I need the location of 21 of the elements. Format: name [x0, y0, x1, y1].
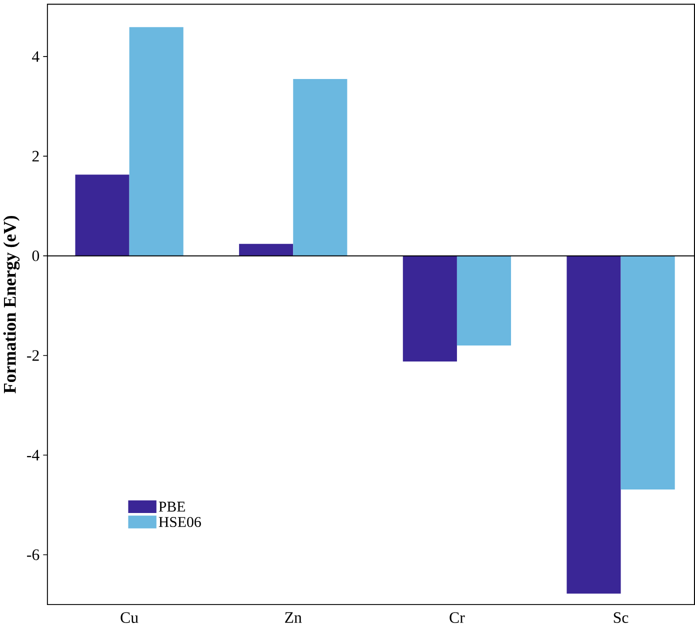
x-tick-label: Cr	[450, 612, 465, 623]
x-tick-label: Cu	[120, 612, 138, 623]
bar	[129, 27, 184, 256]
bar	[620, 256, 675, 490]
bar	[402, 256, 457, 362]
y-axis-title: Formation Energy (eV)	[3, 216, 20, 394]
legend-label: PBE	[158, 502, 185, 512]
y-tick-label: 0	[32, 250, 40, 262]
x-tick-label: Zn	[285, 612, 302, 623]
bar	[239, 244, 294, 256]
bar	[293, 78, 348, 256]
y-tick-label: 2	[32, 150, 39, 162]
bar	[456, 256, 512, 346]
legend-label: HSE06	[158, 516, 201, 527]
y-tick-label: -2	[27, 350, 39, 361]
y-tick-label: 4	[32, 51, 40, 62]
y-tick-label: -6	[27, 549, 40, 560]
y-tick-label: -4	[27, 450, 40, 460]
bar	[566, 256, 621, 594]
bar	[75, 174, 130, 256]
x-tick-label: Sc	[614, 612, 628, 623]
